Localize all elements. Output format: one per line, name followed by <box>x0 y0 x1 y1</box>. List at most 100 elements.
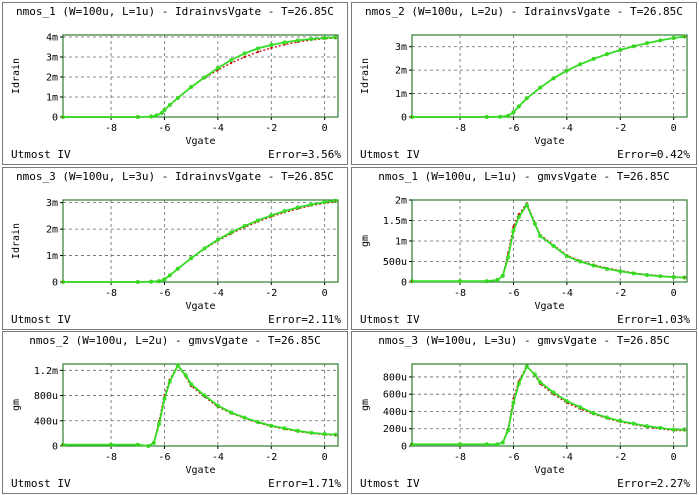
chart-plot: -8 -6 -4 -2 0 0 200u 400u 600u 800u Vgate gm <box>360 363 688 476</box>
data-point-simulated <box>149 279 154 284</box>
x-axis-label: Vgate <box>534 301 564 312</box>
x-tick-label: -8 <box>105 123 117 134</box>
model-label: Utmost IV <box>360 148 420 161</box>
data-point-simulated <box>255 419 260 425</box>
data-point-simulated <box>658 274 663 279</box>
data-point-simulated <box>269 423 274 428</box>
data-point-simulated <box>189 256 194 261</box>
data-point-simulated <box>282 426 287 431</box>
plot-frame <box>62 363 339 447</box>
x-axis-label: Vgate <box>185 465 215 476</box>
x-tick-label: -8 <box>454 123 466 134</box>
data-point-simulated <box>538 234 543 239</box>
x-tick-label: -4 <box>212 452 224 463</box>
y-axis-label: gm <box>11 399 22 411</box>
data-point-simulated <box>60 279 66 285</box>
data-point-simulated <box>511 228 516 233</box>
error-label: Error=1.03% <box>617 313 690 326</box>
data-point-simulated <box>183 373 188 378</box>
x-tick-label: -4 <box>212 288 224 299</box>
y-tick-label: 3m <box>46 198 58 209</box>
data-point-simulated <box>109 442 114 447</box>
data-point-simulated <box>658 38 663 43</box>
error-label: Error=2.27% <box>617 477 690 490</box>
data-point-simulated <box>215 237 220 242</box>
series-line-measured <box>63 363 336 447</box>
data-point-simulated <box>578 405 583 410</box>
y-tick-label: 3m <box>46 53 58 64</box>
plot-frame <box>411 363 688 447</box>
y-tick-label: 500u <box>383 257 407 268</box>
data-point-simulated <box>135 114 140 120</box>
chart-plot: -8 -6 -4 -2 0 0 1m 2m 3m Vgate Idrain <box>11 198 339 312</box>
data-point-simulated <box>644 41 650 46</box>
x-tick-label: -6 <box>158 452 170 463</box>
data-point-measured <box>270 46 273 50</box>
x-tick-label: 0 <box>671 123 677 134</box>
x-tick-label: -4 <box>561 123 573 134</box>
data-point-simulated <box>532 372 537 377</box>
chart-title: nmos_2 (W=100u, L=2u) - gmvsVgate - T=26… <box>29 334 321 347</box>
x-tick-label: -8 <box>454 288 466 299</box>
data-point-simulated <box>671 427 676 432</box>
data-point-simulated <box>154 113 159 118</box>
data-point-simulated <box>631 271 636 276</box>
series-line-measured <box>412 364 685 446</box>
y-axis-label: gm <box>360 235 371 247</box>
data-point-simulated <box>516 104 521 109</box>
y-tick-label: 0 <box>52 113 58 124</box>
data-point-simulated <box>551 390 556 395</box>
chart-panel-3: nmos_3 (W=100u, L=3u) - IdrainvsVgate - … <box>2 167 348 330</box>
data-point-simulated <box>135 279 140 285</box>
chart-title: nmos_1 (W=100u, L=1u) - IdrainvsVgate - … <box>16 5 334 18</box>
data-point-simulated <box>333 35 338 40</box>
y-tick-label: 2m <box>46 225 58 236</box>
data-point-simulated <box>167 379 172 384</box>
y-tick-label: 1m <box>46 251 58 262</box>
data-point-simulated <box>484 442 489 447</box>
series-line-simulated <box>63 199 336 283</box>
series-line-measured <box>412 35 685 118</box>
chart-plot: -8 -6 -4 -2 0 0 400u 800u 1.2m Vgate gm <box>11 363 339 476</box>
x-tick-label: -4 <box>212 123 224 134</box>
data-point-simulated <box>604 415 609 420</box>
x-tick-label: -4 <box>561 288 573 299</box>
data-point-simulated <box>151 440 156 445</box>
x-tick-label: -4 <box>561 452 573 463</box>
data-point-simulated <box>189 84 194 90</box>
data-point-simulated <box>500 440 505 445</box>
y-tick-label: 2m <box>46 73 58 84</box>
data-point-simulated <box>658 425 663 430</box>
data-point-simulated <box>644 272 650 278</box>
data-point-simulated <box>146 443 151 449</box>
model-label: Utmost IV <box>11 313 71 326</box>
x-tick-label: -2 <box>614 288 626 299</box>
data-point-simulated <box>511 110 516 115</box>
chart-panel-1: nmos_1 (W=100u, L=1u) - IdrainvsVgate - … <box>2 2 348 165</box>
plot-frame <box>62 34 339 118</box>
series-line-simulated <box>412 202 685 283</box>
data-point-simulated <box>532 221 537 226</box>
data-point-simulated <box>506 428 511 433</box>
model-label: Utmost IV <box>360 477 420 490</box>
data-point-simulated <box>591 411 596 416</box>
data-point-simulated <box>564 68 569 73</box>
data-point-simulated <box>551 76 556 81</box>
model-label: Utmost IV <box>11 148 71 161</box>
data-point-simulated <box>295 38 301 43</box>
data-point-simulated <box>229 410 234 415</box>
data-point-simulated <box>167 102 172 108</box>
data-point-simulated <box>458 442 463 447</box>
data-point-simulated <box>229 57 234 63</box>
data-point-simulated <box>149 114 154 119</box>
y-tick-label: 1m <box>395 89 407 100</box>
y-tick-label: 200u <box>383 424 407 435</box>
error-label: Error=3.56% <box>268 148 341 161</box>
data-point-simulated <box>242 415 247 420</box>
data-point-simulated <box>564 254 569 259</box>
data-point-simulated <box>506 113 511 118</box>
data-point-simulated <box>500 273 505 278</box>
y-tick-label: 1.5m <box>383 216 407 227</box>
chart-panel-5: nmos_2 (W=100u, L=2u) - gmvsVgate - T=26… <box>2 331 348 494</box>
data-point-simulated <box>295 205 301 210</box>
